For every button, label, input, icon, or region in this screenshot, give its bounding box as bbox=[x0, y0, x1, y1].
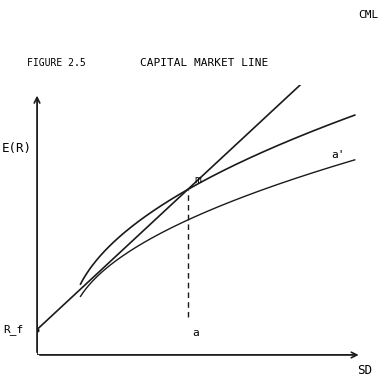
Text: FIGURE 2.5: FIGURE 2.5 bbox=[27, 58, 86, 68]
Text: a': a' bbox=[331, 150, 345, 160]
Text: a: a bbox=[192, 328, 199, 338]
Text: E(R): E(R) bbox=[2, 142, 32, 155]
Text: m: m bbox=[194, 175, 201, 185]
Text: R_f: R_f bbox=[3, 324, 24, 335]
Text: SD: SD bbox=[357, 364, 372, 377]
Text: CAPITAL MARKET LINE: CAPITAL MARKET LINE bbox=[140, 58, 268, 68]
Text: CML: CML bbox=[358, 10, 378, 20]
